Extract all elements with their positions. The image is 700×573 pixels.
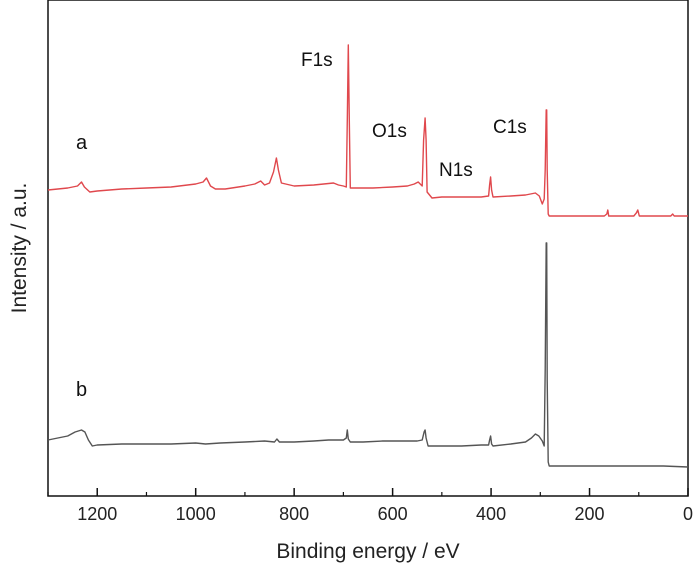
annotation-n1s: N1s: [439, 160, 473, 181]
series-layer: [47, 44, 689, 468]
y-axis-title: Intensity / a.u.: [8, 183, 31, 314]
x-axis-tick-labels: 1200 1000 800 600 400 200 0: [77, 504, 693, 524]
annotation-o1s: O1s: [372, 121, 407, 142]
x-tick-label: 200: [575, 504, 605, 524]
x-tick-label: 400: [476, 504, 506, 524]
x-tick-label: 800: [279, 504, 309, 524]
curve-label-a: a: [76, 132, 88, 154]
annotation-c1s: C1s: [493, 117, 527, 138]
annotation-f1s: F1s: [301, 50, 333, 71]
x-tick-label: 1000: [176, 504, 216, 524]
x-tick-label: 600: [378, 504, 408, 524]
x-tick-label: 1200: [77, 504, 117, 524]
series-line-a: [47, 44, 688, 217]
x-axis-ticks: [47, 488, 689, 496]
plot-frame: [47, 0, 689, 497]
x-axis-title: Binding energy / eV: [276, 540, 459, 563]
series-line-b: [47, 242, 689, 468]
x-tick-label: 0: [683, 504, 693, 524]
curve-label-b: b: [76, 379, 87, 401]
